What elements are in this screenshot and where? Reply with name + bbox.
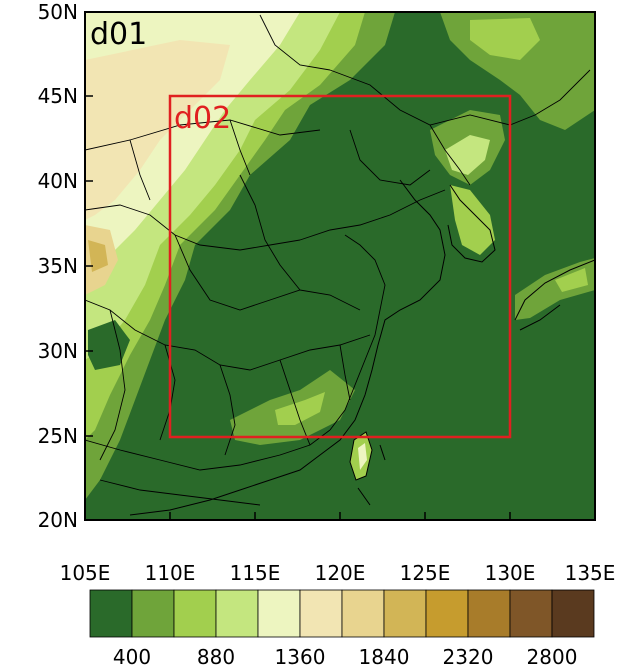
y-axis [85,11,93,521]
terrain-layer [85,12,595,520]
x-axis [84,512,596,520]
colorbar-swatch-2 [173,589,217,638]
terrain-south-hills-hi [275,392,325,425]
terrain-sichuan-basin [88,320,130,370]
d02-label: d02 [174,101,231,136]
terrain-northeast-2 [470,18,540,60]
colorbar-swatch-10 [509,589,553,638]
colorbar-swatch-1 [131,589,175,638]
colorbar-swatch-9 [467,589,511,638]
terrain-japan-hi [555,268,588,292]
x-tick-130E: 130E [485,561,536,585]
x-tick-120E: 120E [315,561,366,585]
d02-domain-box [168,94,512,439]
terrain-korea [450,185,495,255]
colorbar-swatch-3 [215,589,259,638]
x-tick-105E: 105E [60,561,111,585]
colorbar-swatch-4 [257,589,301,638]
colorbar-label-1840: 1840 [359,645,410,669]
terrain-band-7 [88,240,108,272]
colorbar-swatch-7 [383,589,427,638]
x-tick-135E: 135E [565,561,616,585]
x-tick-125E: 125E [400,561,451,585]
colorbar-swatch-0 [89,589,133,638]
terrain-taiwan-hi [358,443,367,470]
colorbar-label-2800: 2800 [527,645,578,669]
y-tick-20N: 20N [38,508,78,532]
d01-label: d01 [90,17,147,52]
colorbar-label-1360: 1360 [275,645,326,669]
terrain-band-5 [85,40,230,220]
y-tick-30N: 30N [38,339,78,363]
colorbar-label-2320: 2320 [443,645,494,669]
colorbar-swatch-8 [425,589,469,638]
colorbar-label-400: 400 [113,645,151,669]
y-tick-45N: 45N [38,84,78,108]
x-tick-115E: 115E [230,561,281,585]
y-tick-35N: 35N [38,254,78,278]
colorbar-label-880: 880 [197,645,235,669]
y-tick-25N: 25N [38,424,78,448]
y-tick-40N: 40N [38,169,78,193]
colorbar-swatch-5 [299,589,343,638]
colorbar-swatch-6 [341,589,385,638]
y-tick-50N: 50N [38,0,78,24]
coastline [129,179,595,516]
x-tick-110E: 110E [145,561,196,585]
colorbar [89,589,595,638]
boundary-lines [85,14,591,506]
colorbar-swatch-11 [551,589,595,638]
